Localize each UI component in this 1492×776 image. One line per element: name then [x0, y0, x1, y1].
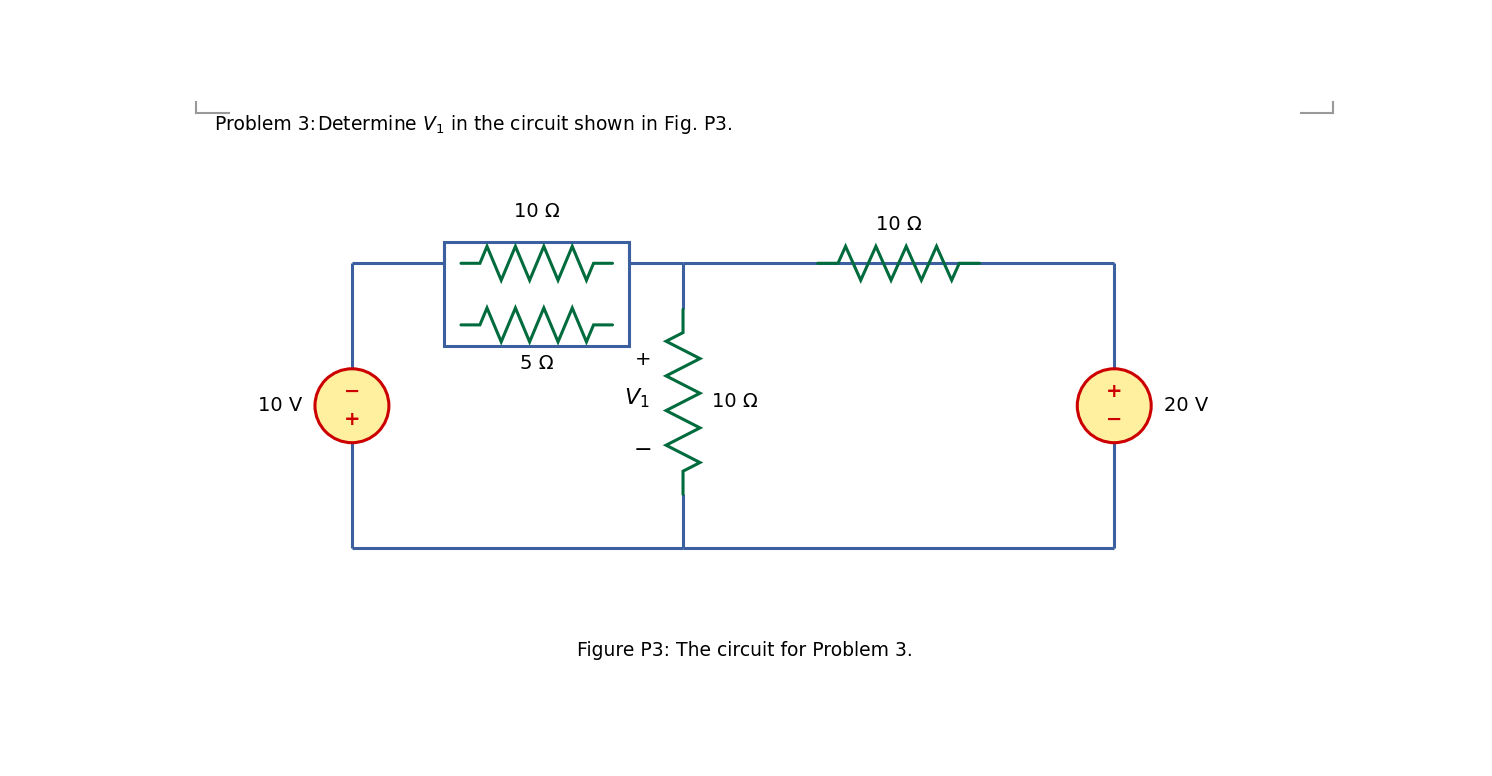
Text: $V_1$: $V_1$	[624, 386, 649, 410]
Text: −: −	[343, 383, 360, 401]
Bar	[445, 242, 630, 346]
Text: Figure P3: The circuit for Problem 3.: Figure P3: The circuit for Problem 3.	[577, 641, 913, 660]
Text: +: +	[343, 411, 360, 429]
Text: −: −	[634, 440, 652, 459]
Text: Determine $V_1$ in the circuit shown in Fig. P3.: Determine $V_1$ in the circuit shown in …	[318, 113, 733, 137]
Circle shape	[1077, 369, 1152, 442]
Text: Problem 3:: Problem 3:	[215, 115, 316, 134]
Text: −: −	[1106, 411, 1122, 429]
Text: 10 Ω: 10 Ω	[513, 202, 560, 221]
Text: +: +	[1106, 383, 1122, 401]
Text: +: +	[634, 350, 651, 369]
Text: 5 Ω: 5 Ω	[519, 354, 554, 373]
Text: 10 V: 10 V	[258, 397, 301, 415]
Text: 10 Ω: 10 Ω	[712, 393, 758, 411]
Text: 20 V: 20 V	[1164, 397, 1209, 415]
Text: 10 Ω: 10 Ω	[876, 215, 922, 234]
Circle shape	[315, 369, 389, 442]
